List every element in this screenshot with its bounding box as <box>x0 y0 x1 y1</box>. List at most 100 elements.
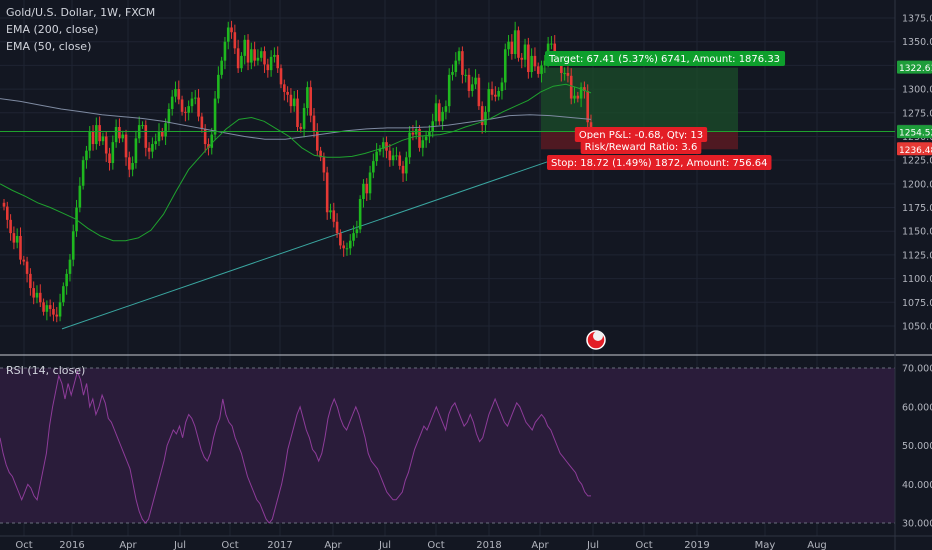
price-tick-label: 1300.00 <box>902 85 932 96</box>
candle-up <box>381 142 385 149</box>
ema50-line <box>0 83 592 242</box>
candle-up <box>352 233 355 241</box>
candle-down <box>2 202 6 207</box>
candle-down <box>48 305 52 309</box>
candle-up <box>464 74 467 76</box>
candle-up <box>141 125 144 127</box>
candle-up <box>170 96 174 109</box>
candle-up <box>71 231 75 260</box>
candle-up <box>210 134 214 148</box>
candle-up <box>111 142 115 163</box>
candle-down <box>38 292 42 303</box>
time-tick-label: May <box>755 540 776 550</box>
candle-down <box>230 27 233 33</box>
candle-up <box>114 126 118 143</box>
stop-label-box <box>547 155 772 170</box>
candle-up <box>487 89 491 112</box>
candle-up <box>497 90 500 97</box>
candle-up <box>523 44 527 60</box>
candle-up <box>454 60 458 73</box>
candle-up <box>563 72 566 74</box>
candle-down <box>263 51 266 65</box>
candle-down <box>411 132 415 135</box>
candle-up <box>405 157 408 174</box>
candle-up <box>217 74 220 99</box>
candle-down <box>118 126 121 139</box>
price-badge <box>897 142 932 156</box>
candle-down <box>124 134 128 158</box>
price-tick-label: 1150.00 <box>902 227 932 238</box>
candle-up <box>550 43 553 45</box>
candle-down <box>266 64 270 71</box>
candle-down <box>553 43 557 55</box>
time-tick-label: Aug <box>807 540 827 550</box>
candle-down <box>296 98 299 127</box>
candle-up <box>579 87 583 99</box>
candle-up <box>243 39 247 56</box>
candle-up <box>85 150 88 161</box>
candle-up <box>292 98 296 107</box>
target-zone <box>541 67 738 132</box>
candle-down <box>253 49 256 61</box>
candle-up <box>421 140 425 148</box>
rsi-tick-label: 40.0000 <box>902 480 932 491</box>
price-tick-label: 1350.00 <box>902 37 932 48</box>
candle-up <box>434 103 438 122</box>
candle-up <box>187 106 190 113</box>
candle-down <box>32 288 35 298</box>
candle-up <box>375 151 378 162</box>
candle-down <box>52 308 55 315</box>
price-tick-label: 1200.00 <box>902 179 932 190</box>
candle-down <box>19 235 22 260</box>
candle-up <box>391 155 395 161</box>
candle-down <box>108 153 111 163</box>
time-tick-label: 2018 <box>476 540 501 550</box>
time-tick-label: Apr <box>119 540 137 550</box>
candle-up <box>68 259 72 274</box>
candle-up <box>81 160 85 186</box>
candle-up <box>362 183 365 200</box>
candle-up <box>65 273 68 287</box>
candle-down <box>388 150 392 161</box>
candle-down <box>184 111 187 113</box>
candle-down <box>147 147 151 152</box>
candle-up <box>240 55 243 69</box>
candle-up <box>447 74 451 107</box>
time-tick-label: 2016 <box>59 540 84 550</box>
candle-down <box>309 87 312 116</box>
candle-down <box>25 261 29 274</box>
candle-down <box>12 233 16 243</box>
candle-up <box>35 292 39 298</box>
candle-down <box>180 99 184 112</box>
time-tick-label: Apr <box>531 540 549 550</box>
candle-down <box>22 259 26 262</box>
candle-down <box>576 95 580 99</box>
candle-down <box>494 94 497 97</box>
candle-up <box>474 77 477 85</box>
candle-down <box>104 136 108 154</box>
ema50-legend: EMA (50, close) <box>6 40 92 53</box>
candle-up <box>223 41 227 61</box>
candle-up <box>15 235 19 243</box>
candle-down <box>533 55 537 67</box>
price-tick-label: 1375.00 <box>902 14 932 25</box>
rsi-band <box>0 368 895 523</box>
rsi-legend: RSI (14, close) <box>6 364 86 377</box>
candle-down <box>207 144 210 148</box>
candle-down <box>527 44 530 73</box>
candle-down <box>200 116 204 129</box>
price-badge <box>897 60 932 74</box>
candle-up <box>226 27 230 42</box>
price-tick-label: 1125.00 <box>902 250 932 261</box>
rsi-tick-label: 30.0000 <box>902 519 932 530</box>
target-label-text: Target: 67.41 (5.37%) 6741, Amount: 1876… <box>548 54 780 65</box>
candle-up <box>88 131 92 151</box>
time-tick-label: Oct <box>221 540 238 550</box>
candle-up <box>193 97 197 99</box>
candle-down <box>315 131 319 151</box>
candle-up <box>151 144 154 152</box>
candle-down <box>477 77 481 107</box>
candle-down <box>342 245 345 249</box>
candle-up <box>95 125 98 145</box>
